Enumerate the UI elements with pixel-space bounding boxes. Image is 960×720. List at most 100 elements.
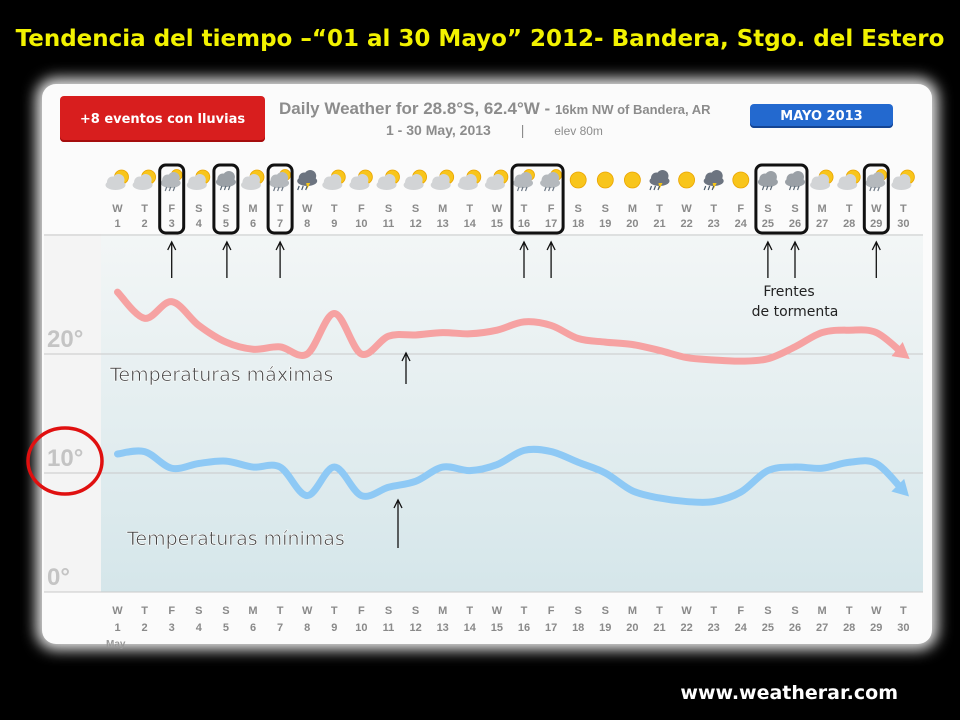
sun-shape — [596, 171, 614, 189]
max-data-point — [604, 341, 606, 343]
website-url: www.weatherar.com — [680, 682, 898, 704]
header-dates: 1 - 30 May, 2013 — [386, 122, 491, 138]
max-temperature-line — [114, 288, 907, 365]
cloud-shape — [193, 174, 206, 186]
plot-left-margin — [44, 234, 101, 592]
annotation-arrow-head — [401, 351, 411, 362]
top-axis-day-label: 23 — [708, 218, 720, 230]
max-data-point — [631, 343, 633, 345]
rain-drop — [657, 185, 661, 191]
label-frentes: Frentes — [763, 284, 814, 300]
max-data-point — [198, 324, 200, 326]
rain-drop — [792, 185, 796, 191]
top-axis-day-label: 4 — [196, 218, 203, 230]
bottom-axis-day-label: 20 — [626, 622, 638, 634]
top-axis-weekday-label: T — [277, 203, 284, 215]
bottom-axis-day-label: 19 — [599, 622, 611, 634]
top-axis-day-label: 20 — [626, 218, 638, 230]
sun-shape — [732, 171, 750, 189]
rain-drop — [761, 185, 765, 191]
top-axis-weekday-label: S — [764, 203, 771, 215]
bottom-axis-weekday-label: S — [575, 605, 582, 617]
bottom-axis-day-label: 9 — [331, 622, 337, 634]
min-data-point — [360, 495, 362, 497]
partly-cloudy-icon — [376, 169, 400, 190]
bottom-axis-day-label: 12 — [409, 622, 421, 634]
rain-drop — [649, 185, 653, 191]
bottom-axis-weekday-label: W — [302, 605, 313, 617]
cloudy-rain-icon — [757, 171, 778, 191]
bottom-axis-day-label: 29 — [870, 622, 882, 634]
partly-cloudy-icon — [430, 169, 455, 190]
cloud-shape — [248, 174, 260, 186]
rain-drop — [796, 185, 800, 191]
max-data-point — [659, 349, 661, 351]
top-axis-weekday-label: M — [248, 203, 257, 215]
bottom-axis-weekday-label: S — [412, 605, 419, 617]
min-data-point — [333, 466, 335, 468]
top-axis-day-label: 27 — [816, 218, 828, 230]
bottom-axis-weekday-label: T — [521, 605, 528, 617]
min-data-point — [821, 467, 823, 469]
y-tick-label: 10° — [47, 445, 83, 472]
label-month-abbr: May — [106, 639, 126, 650]
min-data-point — [144, 451, 146, 453]
rain-drop — [297, 185, 300, 191]
min-data-point — [523, 449, 525, 451]
min-line-arrowhead — [891, 478, 910, 497]
top-axis-weekday-label: F — [358, 203, 365, 215]
top-axis-day-label: 13 — [437, 218, 449, 230]
sunny-icon — [569, 171, 587, 189]
top-axis-day-label: 6 — [250, 218, 256, 230]
min-temperature-line — [114, 445, 907, 506]
cloud-shape — [276, 172, 289, 184]
top-axis-day-label: 22 — [680, 218, 692, 230]
cloudy-rain-icon — [785, 171, 805, 191]
max-data-point — [577, 338, 579, 340]
top-axis-day-label: 1 — [114, 218, 120, 230]
rain-drop — [653, 185, 657, 191]
header-title-text: Daily Weather for 28.8°S, 62.4°W - — [279, 99, 551, 118]
max-data-point — [523, 321, 525, 323]
top-axis-day-label: 17 — [545, 218, 557, 230]
max-data-point — [496, 329, 498, 331]
max-data-point — [306, 353, 308, 355]
top-axis-day-label: 14 — [464, 218, 477, 230]
min-data-point — [306, 495, 308, 497]
max-data-point — [821, 332, 823, 334]
top-axis-weekday-label: S — [412, 203, 419, 215]
partly-cloudy-icon — [186, 169, 211, 190]
cloud-shape — [437, 174, 450, 186]
rain-drop — [227, 185, 231, 191]
top-axis-weekday-label: W — [681, 203, 692, 215]
rain-drop — [788, 185, 792, 191]
bottom-axis-day-label: 2 — [142, 622, 148, 634]
storm-icon — [297, 170, 318, 191]
bottom-axis-day-label: 23 — [708, 622, 720, 634]
top-axis-day-label: 21 — [653, 218, 665, 230]
bottom-axis-weekday-label: S — [195, 605, 202, 617]
min-data-point — [117, 453, 119, 455]
cloud-shape — [410, 174, 423, 186]
bottom-axis-weekday-label: M — [248, 605, 257, 617]
cloud-shape — [817, 174, 830, 186]
bottom-axis-day-label: 8 — [304, 622, 310, 634]
header-place: 16km NW of Bandera, AR — [554, 102, 711, 117]
max-data-point — [117, 291, 119, 293]
top-axis-day-label: 10 — [355, 218, 367, 230]
rain-day-arrow-head — [167, 240, 177, 251]
partly-cloudy-icon — [837, 169, 861, 190]
min-data-point — [686, 501, 688, 503]
rain-day-arrow-head — [790, 240, 800, 251]
top-axis-day-label: 2 — [142, 218, 148, 230]
min-data-point — [875, 462, 877, 464]
bottom-axis-day-label: 4 — [196, 622, 203, 634]
top-axis-day-label: 7 — [277, 218, 283, 230]
min-data-point — [902, 490, 904, 492]
max-data-point — [442, 332, 444, 334]
cloud-shape — [547, 172, 560, 184]
sun-shape — [678, 171, 695, 189]
max-data-point — [713, 359, 715, 361]
max-data-point — [415, 334, 417, 336]
bottom-axis-weekday-label: T — [141, 605, 148, 617]
